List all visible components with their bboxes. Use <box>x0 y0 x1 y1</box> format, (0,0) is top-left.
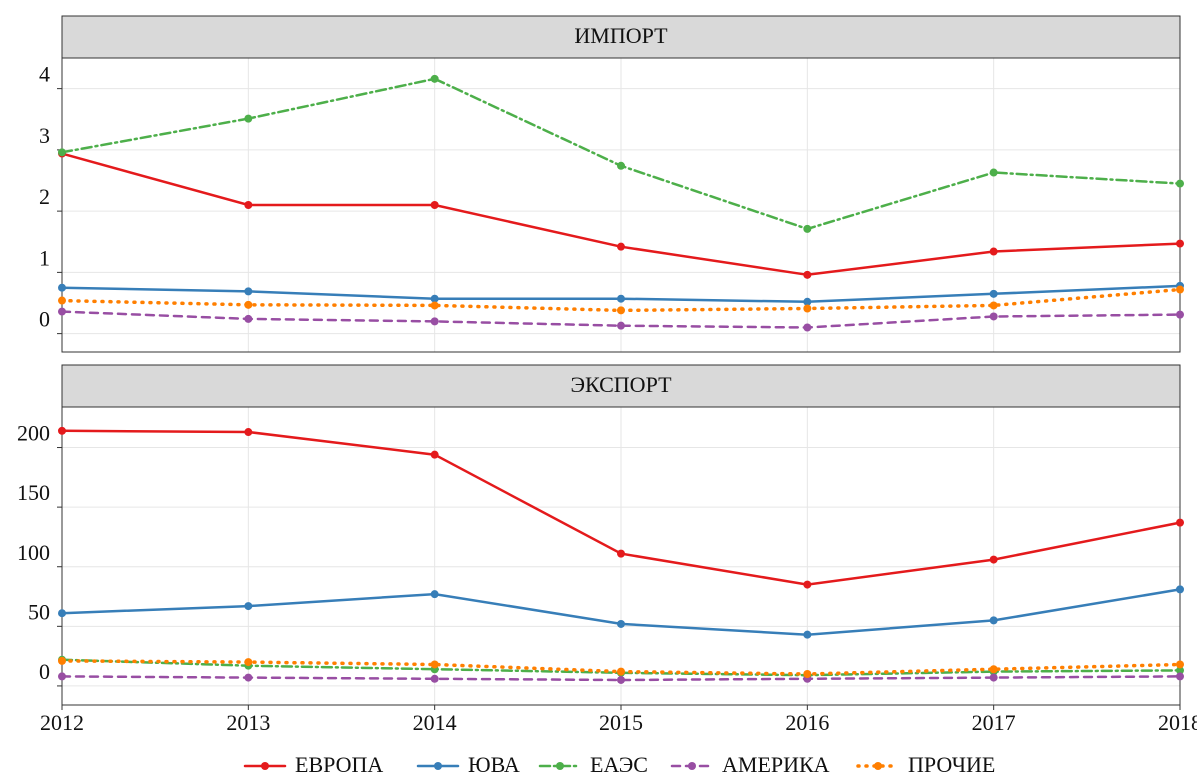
y-tick-label: 150 <box>17 480 50 505</box>
data-point <box>244 602 253 611</box>
x-tick-label: 2014 <box>413 710 457 735</box>
x-tick-label: 2015 <box>599 710 643 735</box>
data-point <box>244 658 253 667</box>
legend-label: ЕАЭС <box>590 752 648 776</box>
data-point <box>803 323 812 332</box>
data-point <box>430 301 439 310</box>
data-point <box>989 312 998 321</box>
data-point <box>430 294 439 303</box>
y-tick-label: 4 <box>39 62 50 87</box>
data-point <box>244 314 253 323</box>
data-point <box>430 590 439 599</box>
data-point <box>430 317 439 326</box>
y-tick-label: 0 <box>39 307 50 332</box>
data-point <box>244 114 253 123</box>
facet-title: ЭКСПОРТ <box>570 372 672 397</box>
data-point <box>1176 179 1184 188</box>
data-point <box>430 660 439 669</box>
data-point <box>989 616 998 625</box>
data-point <box>58 426 66 435</box>
x-tick-label: 2016 <box>785 710 829 735</box>
data-point <box>58 296 66 305</box>
panel-border <box>61 57 1181 353</box>
legend-swatch-point <box>874 762 882 770</box>
legend-label: ЮВА <box>468 752 520 776</box>
data-point <box>803 580 812 589</box>
legend-swatch-point <box>261 762 269 770</box>
data-point <box>803 630 812 639</box>
data-point <box>1176 239 1184 248</box>
data-point <box>1176 666 1184 675</box>
data-point <box>58 307 66 316</box>
data-point <box>430 450 439 459</box>
data-point <box>1176 285 1184 294</box>
data-point <box>1176 660 1184 669</box>
legend-swatch-point <box>556 762 564 770</box>
data-point <box>989 673 998 682</box>
y-tick-label: 2 <box>39 184 50 209</box>
data-point <box>244 300 253 309</box>
data-point <box>617 321 625 330</box>
data-point <box>989 247 998 256</box>
legend-label: ПРОЧИЕ <box>908 752 995 776</box>
data-point <box>430 74 439 83</box>
legend-swatch-point <box>688 762 696 770</box>
data-point <box>58 283 66 292</box>
y-tick-label: 100 <box>17 540 50 565</box>
data-point <box>989 168 998 177</box>
data-point <box>803 304 812 313</box>
data-point <box>617 294 625 303</box>
data-point <box>617 242 625 251</box>
data-point <box>1176 585 1184 594</box>
data-point <box>58 609 66 618</box>
legend-label: АМЕРИКА <box>722 752 830 776</box>
data-point <box>989 555 998 564</box>
data-point <box>617 619 625 628</box>
data-point <box>58 148 66 157</box>
data-point <box>617 549 625 558</box>
data-point <box>1176 518 1184 527</box>
data-point <box>617 675 625 684</box>
data-point <box>617 306 625 315</box>
data-point <box>430 201 439 209</box>
data-point <box>989 289 998 298</box>
data-point <box>244 201 253 209</box>
x-tick-label: 2012 <box>40 710 84 735</box>
data-point <box>803 297 812 306</box>
y-tick-label: 200 <box>17 421 50 446</box>
y-tick-label: 1 <box>39 245 50 270</box>
data-point <box>803 270 812 279</box>
x-tick-label: 2013 <box>226 710 270 735</box>
data-point <box>989 665 998 674</box>
data-point <box>803 224 812 233</box>
x-tick-label: 2017 <box>972 710 1016 735</box>
data-point <box>244 287 253 296</box>
data-point <box>58 672 66 681</box>
x-tick-label: 2018 <box>1158 710 1197 735</box>
facet-strip <box>61 15 1181 59</box>
facet-title: ИМПОРТ <box>574 23 668 48</box>
data-point <box>1176 310 1184 319</box>
data-point <box>617 161 625 170</box>
data-point <box>244 673 253 682</box>
data-point <box>989 301 998 310</box>
legend-label: ЕВРОПА <box>295 752 383 776</box>
data-point <box>1176 672 1184 681</box>
data-point <box>617 667 625 676</box>
data-point <box>430 674 439 683</box>
y-tick-label: 3 <box>39 123 50 148</box>
data-point <box>803 670 812 679</box>
facet-strip <box>61 364 1181 408</box>
y-tick-label: 0 <box>39 659 50 684</box>
data-point <box>244 428 253 437</box>
y-tick-label: 50 <box>28 599 50 624</box>
data-point <box>58 656 66 665</box>
legend-swatch-point <box>434 762 442 770</box>
